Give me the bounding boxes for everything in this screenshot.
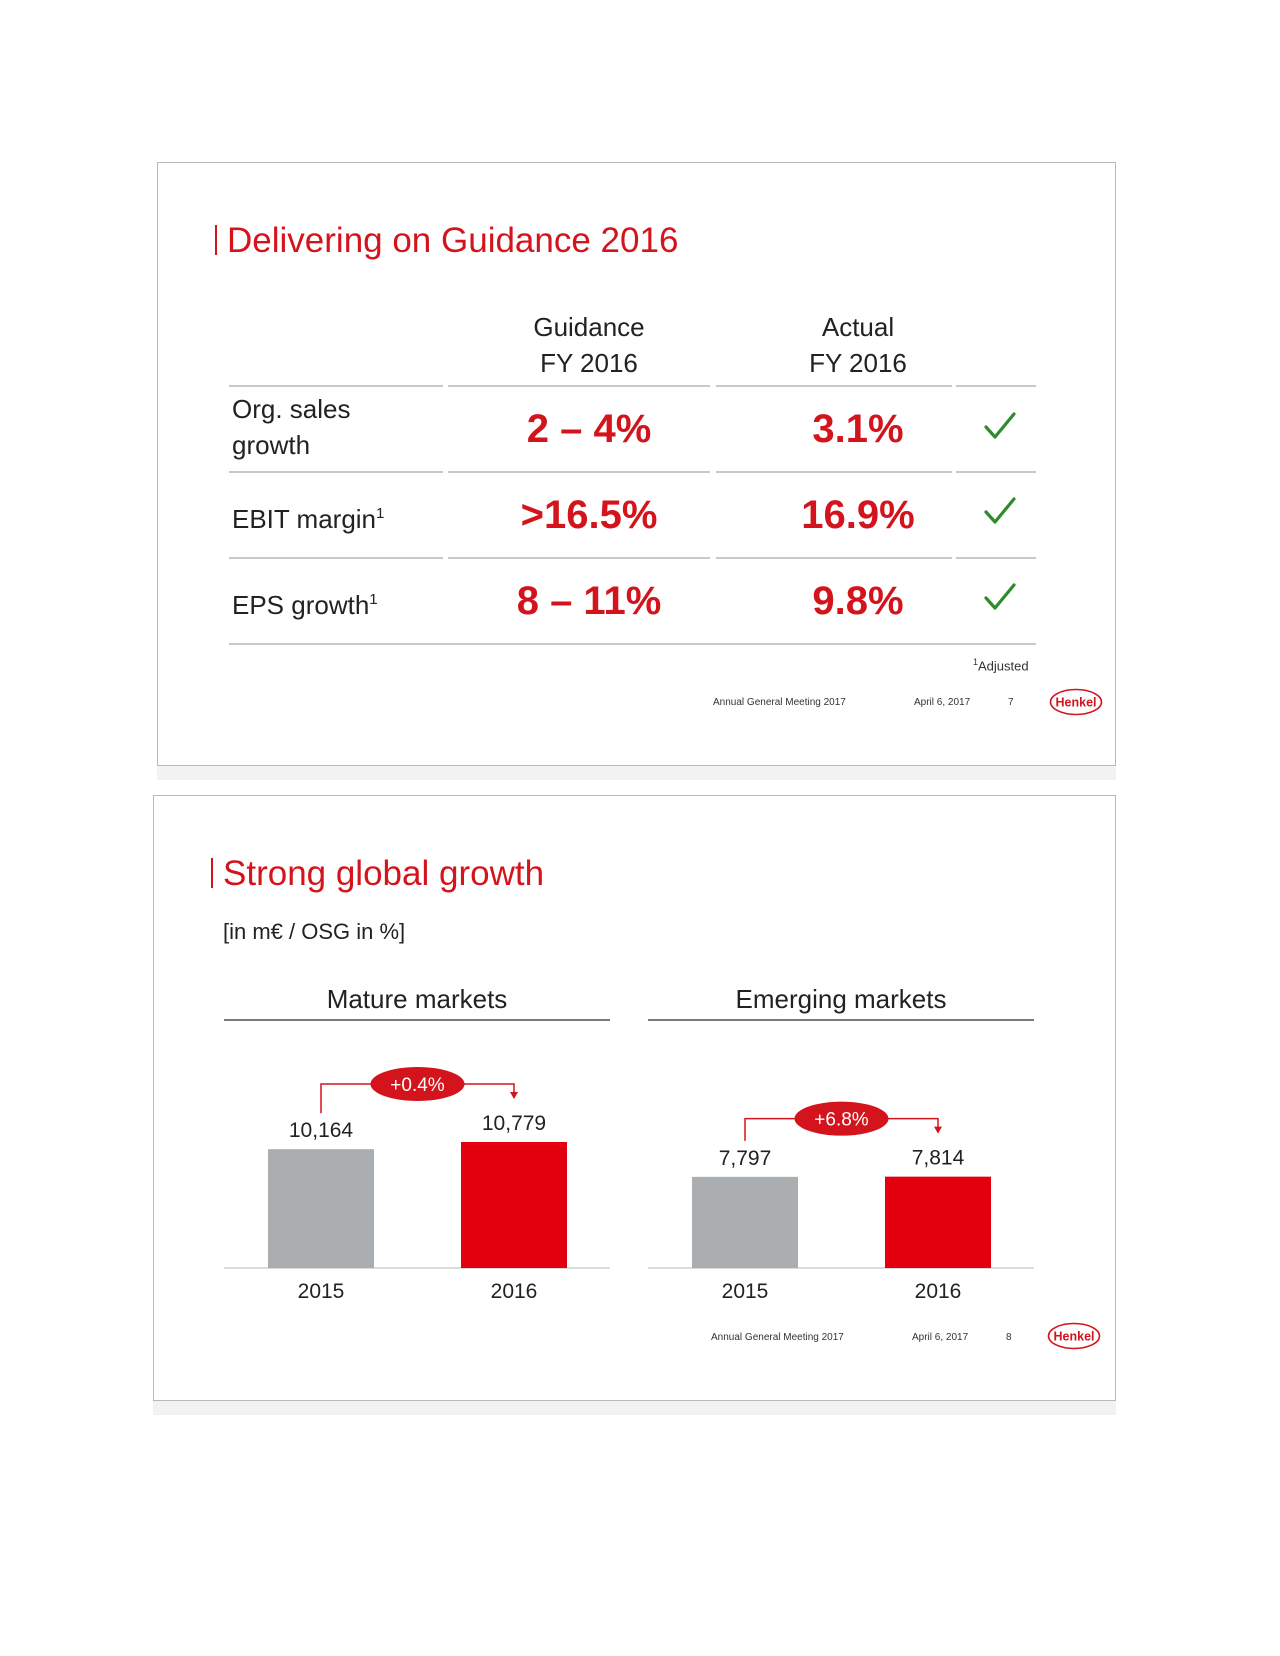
chart-title: Mature markets: [326, 984, 508, 1014]
actual-value: 3.1%: [812, 407, 904, 451]
table-rule: [716, 385, 952, 387]
bar-value-label: 7,797: [719, 1147, 772, 1170]
growth-label: +0.4%: [390, 1075, 445, 1096]
category-label: 2016: [915, 1280, 962, 1302]
checkmark-icon: [984, 412, 1016, 439]
growth-badge: [794, 1101, 889, 1136]
table-rule: [229, 385, 443, 387]
table-rule: [229, 643, 1036, 645]
row-label-ebit-margin: EBIT margin1: [232, 504, 385, 534]
bar-value-label: 10,164: [289, 1119, 354, 1142]
guidance-value: >16.5%: [520, 493, 658, 537]
table-rule: [448, 471, 710, 473]
slide-global-growth: Strong global growth [in m€ / OSG in %] …: [153, 795, 1116, 1401]
slide-separator: [157, 766, 1116, 780]
growth-label: +6.8%: [814, 1110, 869, 1131]
checkmark-icon: [984, 497, 1016, 524]
bar-2016: [461, 1142, 567, 1268]
arrow-down-icon: [510, 1092, 518, 1099]
table-rule: [448, 557, 710, 559]
mature-markets-chart: 10,164 2015 10,779 2016 +0.4%: [224, 1067, 610, 1302]
column-header-actual: Actual FY 2016: [809, 312, 907, 378]
unit-subtitle: [in m€ / OSG in %]: [223, 919, 406, 944]
row-label-org-sales-growth: Org. sales growth: [232, 394, 351, 460]
bar-value-label: 7,814: [912, 1147, 965, 1170]
checkmark-icon: [984, 583, 1016, 610]
footer-page-number: 7: [1008, 697, 1014, 708]
svg-text:Henkel: Henkel: [1056, 696, 1097, 710]
bar-value-label: 10,779: [482, 1112, 546, 1135]
footer-date: April 6, 2017: [914, 697, 971, 708]
henkel-logo: Henkel: [1049, 688, 1103, 716]
category-label: 2015: [722, 1280, 769, 1302]
bar-2015: [692, 1176, 798, 1268]
bar-2015: [268, 1149, 374, 1268]
footer-event: Annual General Meeting 2017: [711, 1332, 844, 1343]
table-rule: [716, 557, 952, 559]
slide-separator: [153, 1401, 1116, 1415]
svg-text:Henkel: Henkel: [1054, 1330, 1095, 1344]
guidance-value: 8 – 11%: [516, 579, 662, 623]
footer-page-number: 8: [1006, 1332, 1012, 1343]
chart-title-rule: [224, 1019, 610, 1021]
emerging-markets-chart: 7,797 2015 7,814 2016 +6.8%: [648, 1101, 1034, 1302]
chart-title: Emerging markets: [735, 984, 947, 1014]
actual-value: 9.8%: [812, 579, 904, 623]
table-rule: [229, 471, 443, 473]
table-rule: [448, 385, 710, 387]
guidance-value: 2 – 4%: [526, 407, 652, 451]
slide-guidance: Delivering on Guidance 2016 Guidance FY …: [157, 162, 1116, 766]
category-label: 2015: [298, 1280, 345, 1302]
footer-date: April 6, 2017: [912, 1332, 969, 1343]
title-accent-bar: [215, 225, 217, 255]
table-rule: [229, 557, 443, 559]
table-rule: [956, 557, 1036, 559]
column-header-guidance: Guidance FY 2016: [533, 312, 645, 378]
row-label-eps-growth: EPS growth1: [232, 590, 378, 620]
actual-value: 16.9%: [801, 493, 915, 537]
footer-event: Annual General Meeting 2017: [713, 697, 846, 708]
bar-2016: [885, 1176, 991, 1268]
table-rule: [956, 471, 1036, 473]
title-accent-bar: [211, 858, 213, 888]
table-rule: [716, 471, 952, 473]
table-rule: [956, 385, 1036, 387]
arrow-down-icon: [934, 1126, 942, 1134]
footnote: 1Adjusted: [973, 657, 1029, 674]
category-label: 2016: [491, 1280, 538, 1302]
chart-title-rule: [648, 1019, 1034, 1021]
slide-title: Delivering on Guidance 2016: [227, 221, 679, 260]
growth-badge: [370, 1067, 465, 1101]
slide-title: Strong global growth: [223, 854, 545, 893]
henkel-logo: Henkel: [1047, 1322, 1101, 1350]
